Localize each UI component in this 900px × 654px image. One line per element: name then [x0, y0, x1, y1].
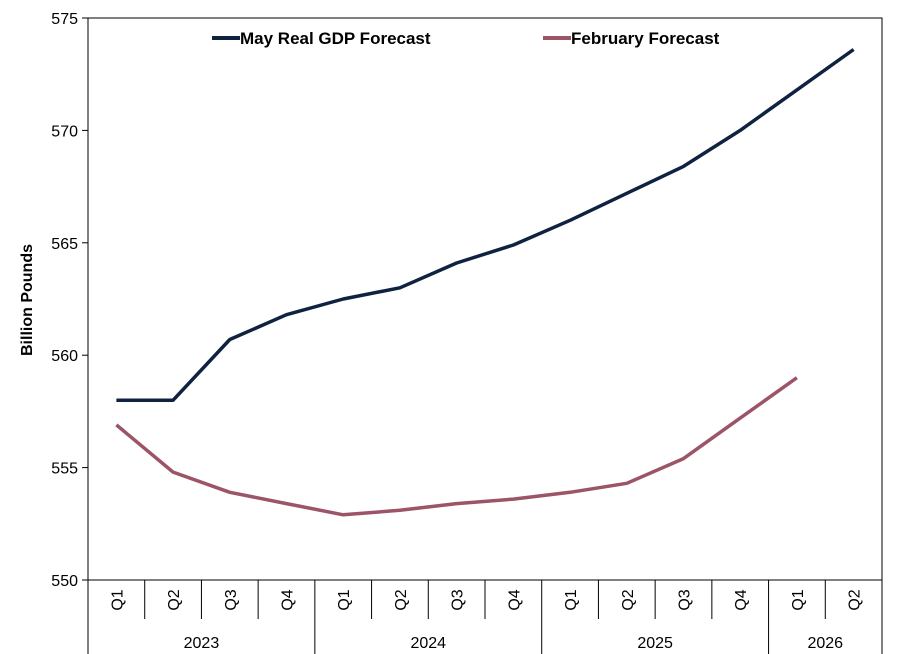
- legend-label: February Forecast: [571, 29, 720, 48]
- x-tick-label: Q4: [506, 589, 523, 610]
- x-tick-label: Q4: [280, 589, 297, 610]
- year-label: 2026: [807, 635, 843, 652]
- x-tick-label: Q1: [563, 589, 580, 610]
- y-tick-labels: 550 555 560 565 570 575: [51, 11, 78, 590]
- x-tick-label: Q2: [620, 589, 637, 610]
- axes: [82, 17, 883, 654]
- x-tick-label: Q1: [109, 589, 126, 610]
- year-label: 2023: [184, 635, 220, 652]
- y-tick-label: 550: [51, 573, 78, 590]
- series-line-1: [116, 48, 855, 402]
- year-label: 2025: [637, 635, 673, 652]
- year-label: 2024: [410, 635, 446, 652]
- series-line-2: [115, 376, 798, 517]
- x-tick-label: Q2: [847, 589, 864, 610]
- x-tick-label: Q3: [450, 589, 467, 610]
- y-tick-label: 570: [51, 123, 78, 140]
- x-tick-label: Q1: [790, 589, 807, 610]
- x-tick-label: Q2: [166, 589, 183, 610]
- x-tick-label: Q4: [733, 589, 750, 610]
- series-lines: [115, 48, 855, 517]
- x-tick-label: Q3: [223, 589, 240, 610]
- y-axis-title: Billion Pounds: [19, 244, 36, 356]
- x-tick-label: Q2: [393, 589, 410, 610]
- x-tick-label: Q1: [336, 589, 353, 610]
- y-tick-label: 560: [51, 348, 78, 365]
- y-tick-label: 575: [51, 11, 78, 28]
- y-tick-label: 555: [51, 461, 78, 478]
- x-tick-labels: Q1 Q2 Q3 Q4 Q1 Q2 Q3 Q4 Q1 Q2 Q3 Q4 Q1 Q2: [109, 589, 863, 610]
- x-tick-label: Q3: [677, 589, 694, 610]
- legend-label: May Real GDP Forecast: [240, 29, 431, 48]
- year-labels: 2023 2024 2025 2026: [184, 635, 844, 652]
- y-tick-label: 565: [51, 236, 78, 253]
- legend: May Real GDP Forecast February Forecast: [212, 29, 720, 48]
